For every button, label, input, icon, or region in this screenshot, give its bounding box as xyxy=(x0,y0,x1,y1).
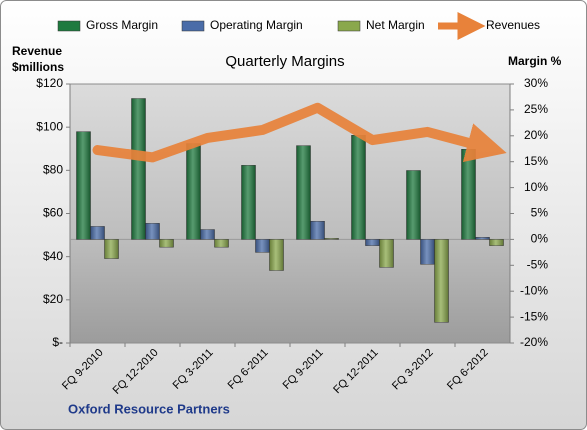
source: Oxford Resource Partners xyxy=(68,401,230,416)
legend-swatch xyxy=(337,20,361,32)
legend-label: Gross Margin xyxy=(86,18,158,32)
bar-shade xyxy=(76,131,91,240)
legend-label: Net Margin xyxy=(366,18,425,32)
y2-tick-label: 15% xyxy=(524,154,548,168)
bar-shade xyxy=(296,145,311,240)
bar-group xyxy=(296,145,311,240)
bar-shade xyxy=(214,239,229,248)
bar-group xyxy=(420,239,435,265)
bar-shade xyxy=(420,239,435,265)
y2-tick-label: -5% xyxy=(527,257,549,271)
bar-shade xyxy=(324,238,339,240)
bar-shade xyxy=(255,239,270,253)
legend-swatch xyxy=(57,20,81,32)
y-tick-label: $40 xyxy=(43,249,63,263)
y2-tick-label: 20% xyxy=(524,128,548,142)
bar-group xyxy=(104,239,119,259)
bar-shade xyxy=(159,239,174,248)
bar-shade xyxy=(475,237,490,240)
bar-shade xyxy=(131,98,146,240)
y2-tick-label: 0% xyxy=(531,232,549,246)
bar-shade xyxy=(365,239,380,246)
y-tick-label: $80 xyxy=(43,163,63,177)
bar-group xyxy=(379,239,394,268)
bar-group xyxy=(269,239,284,271)
bar-group xyxy=(90,226,105,240)
bar-group xyxy=(406,170,421,240)
bar-shade xyxy=(351,135,366,240)
bar-shade xyxy=(310,221,325,240)
y-axis-label: $millions xyxy=(12,60,64,74)
y2-tick-label: -20% xyxy=(520,335,548,349)
bar-group xyxy=(200,229,215,240)
y-tick-label: $120 xyxy=(36,76,63,90)
y-tick-label: $- xyxy=(52,335,63,349)
bar-group xyxy=(310,221,325,240)
bar-group xyxy=(475,237,490,240)
bar-group xyxy=(186,143,201,240)
y2-tick-label: 10% xyxy=(524,180,548,194)
bar-group xyxy=(489,239,504,246)
chart-title: Quarterly Margins xyxy=(225,53,344,70)
y-tick-label: $60 xyxy=(43,206,63,220)
bar-group xyxy=(76,131,91,240)
legend-swatch xyxy=(181,20,205,32)
bar-shade xyxy=(269,239,284,271)
bar-shade xyxy=(406,170,421,240)
y2-tick-label: 25% xyxy=(524,102,548,116)
y-tick-label: $100 xyxy=(36,119,63,133)
bar-shade xyxy=(145,223,160,240)
bar-shade xyxy=(489,239,504,246)
bar-group xyxy=(255,239,270,253)
bar-group xyxy=(145,223,160,240)
legend-label: Operating Margin xyxy=(210,18,303,32)
bar-shade xyxy=(104,239,119,259)
bar-group xyxy=(324,238,339,240)
y2-tick-label: -10% xyxy=(520,283,548,297)
bar-shade xyxy=(461,149,476,240)
y2-axis-label: Margin % xyxy=(508,54,562,68)
y-tick-label: $20 xyxy=(43,292,63,306)
bar-shade xyxy=(379,239,394,268)
revenue-line xyxy=(92,102,507,163)
y2-tick-label: 5% xyxy=(531,206,549,220)
legend-label: Revenues xyxy=(486,18,540,32)
y2-tick-label: 30% xyxy=(524,76,548,90)
bar-group xyxy=(159,239,174,248)
bar-shade xyxy=(186,143,201,240)
bar-group xyxy=(351,135,366,240)
bar-group xyxy=(434,239,449,323)
bar-group xyxy=(214,239,229,248)
bar-shade xyxy=(434,239,449,323)
bar-shade xyxy=(90,226,105,240)
y2-tick-label: -15% xyxy=(520,309,548,323)
bar-group xyxy=(131,98,146,240)
bar-group xyxy=(241,165,256,240)
bar-shade xyxy=(241,165,256,240)
bar-group xyxy=(365,239,380,246)
y-axis-label: Revenue xyxy=(12,44,62,58)
bar-shade xyxy=(200,229,215,240)
bar-group xyxy=(461,149,476,240)
